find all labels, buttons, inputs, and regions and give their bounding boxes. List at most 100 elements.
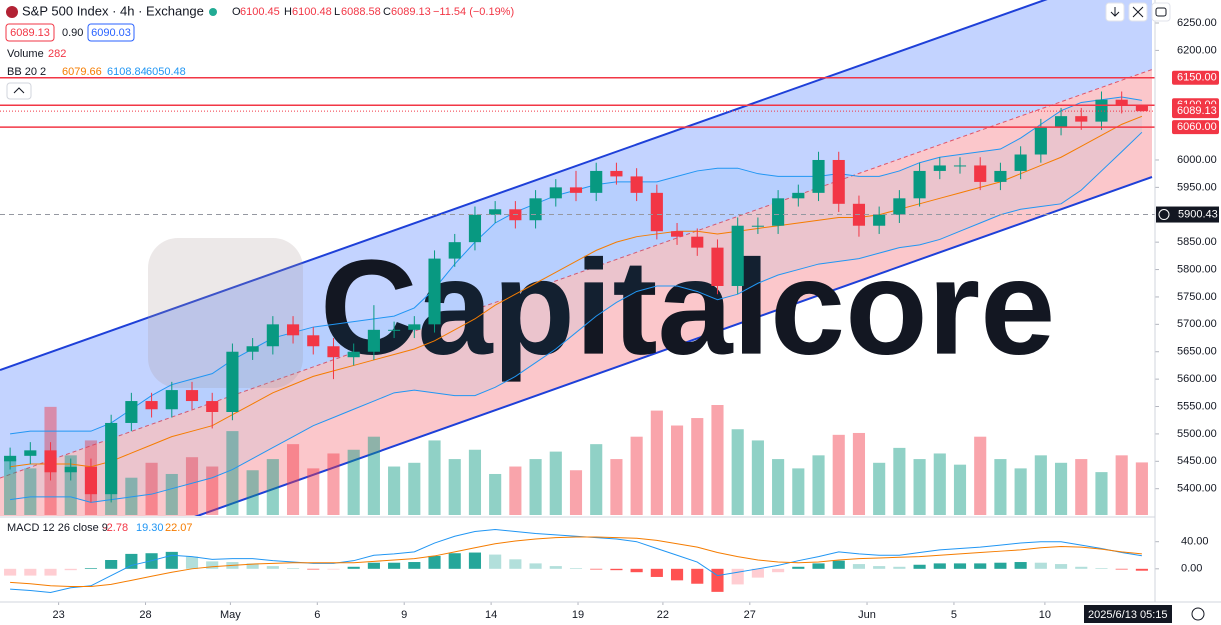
reset-button[interactable] [1151,2,1171,22]
macd-histogram-bar [489,554,502,569]
macd-histogram-bar [893,566,906,569]
volume-bar [1014,468,1027,515]
macd-histogram-bar [165,551,178,569]
channel-upper-line [0,0,1048,371]
macd-histogram-bar [24,568,37,576]
candle-body [408,324,421,330]
candle-body [772,198,785,226]
candle-body [246,346,259,352]
macd-histogram-bar [630,568,643,573]
candle-body [226,351,239,412]
volume-bar [1075,459,1088,515]
volume-bar [1115,455,1128,515]
channel: Capitalcore [0,0,1153,516]
macd-histogram-bar [913,564,926,569]
macd-histogram-bar [569,568,583,569]
candle-body [994,170,1007,182]
macd-histogram-bar [448,553,461,569]
volume-bar [1095,472,1108,515]
macd-histogram-bar [994,562,1007,569]
x-tick-label: 9 [401,609,407,621]
candle-body [1054,116,1068,128]
candle-body [165,390,178,410]
y-tick-label: 5450.00 [1177,455,1217,467]
crosshair-date: 2025/6/13 [1088,609,1137,621]
volume-bar [509,466,522,515]
buy-price[interactable]: 6090.03 [91,27,131,39]
macd-histogram-bar [428,555,441,569]
volume-bar [327,453,340,515]
macd-histogram-bar [468,552,482,569]
sell-price[interactable]: 6089.13 [10,27,50,39]
volume-bar [1054,462,1068,515]
macd-signal-value: 22.07 [165,522,193,534]
spread: 0.90 [62,27,83,39]
candle-body [185,390,199,402]
channel-mid-line [0,69,1153,479]
bb-upper-value: 6108.84 [107,66,147,78]
candle-body [1075,116,1088,122]
volume-bar [388,466,401,515]
volume-bar [569,470,583,515]
macd-histogram-bar [105,560,118,569]
candle-body [569,187,583,193]
macd-histogram-bar [711,568,724,592]
volume-bar [812,455,825,515]
macd-histogram-bar [266,566,279,569]
icon [1132,6,1144,18]
y-tick-label: 5950.00 [1177,181,1217,193]
crosshair-add-icon[interactable] [1158,209,1170,221]
volume-bar [185,457,199,515]
y-tick-label: 6250.00 [1177,17,1217,29]
volume-bar [953,464,967,515]
macd-histogram-bar [307,568,320,570]
candle-body [327,346,340,358]
candle-body [448,242,461,259]
volume-bar [428,440,441,515]
candle-body [893,198,906,215]
y-tick-label: 6200.00 [1177,44,1217,56]
macd-histogram-bar [44,568,57,576]
y-tick-label: 0.00 [1181,563,1202,575]
macd-histogram-bar [549,566,562,569]
flag-icon [6,6,18,18]
macd-histogram-bar [246,563,259,569]
crosshair-date-box [1084,605,1172,623]
macd-histogram-bar [974,563,987,569]
candle-body [974,165,987,182]
volume-bar [913,459,926,515]
volume-bar [489,473,502,515]
sell-button[interactable] [5,23,55,42]
volume-bar [994,459,1007,515]
settings-button[interactable] [1191,607,1205,621]
volume-bar [266,459,279,515]
volume-bar [408,462,421,515]
volume-bar [529,459,542,515]
level-label-box [1172,70,1219,85]
market-status [209,8,217,16]
icon [1155,7,1167,17]
macd-histogram-bar [691,568,704,584]
bb-middle-value: 6079.66 [62,66,102,78]
buy-button[interactable] [87,23,135,42]
candle-body [125,401,138,423]
macd-histogram-bar [933,563,946,569]
x-tick-label: 10 [1039,609,1051,621]
crosshair-label-box [1156,206,1219,223]
price-label: 6089.13 [1177,105,1217,117]
collapse-button[interactable] [6,82,32,100]
volume-bar [367,436,380,515]
volume-bar [468,449,482,515]
candle-body [953,165,967,167]
macd-histogram-bar [185,556,199,569]
ohlc-letter: C [383,6,391,18]
macd-histogram-bar [509,559,522,569]
candle-body [731,225,744,286]
macd-histogram-bar [1054,564,1068,569]
macd-histogram-bar [832,560,845,569]
candle-body [105,422,118,495]
y-tick-label: 40.00 [1181,536,1209,548]
candle-body [873,214,886,226]
volume-bar [731,429,744,515]
volume-bar [226,431,239,515]
